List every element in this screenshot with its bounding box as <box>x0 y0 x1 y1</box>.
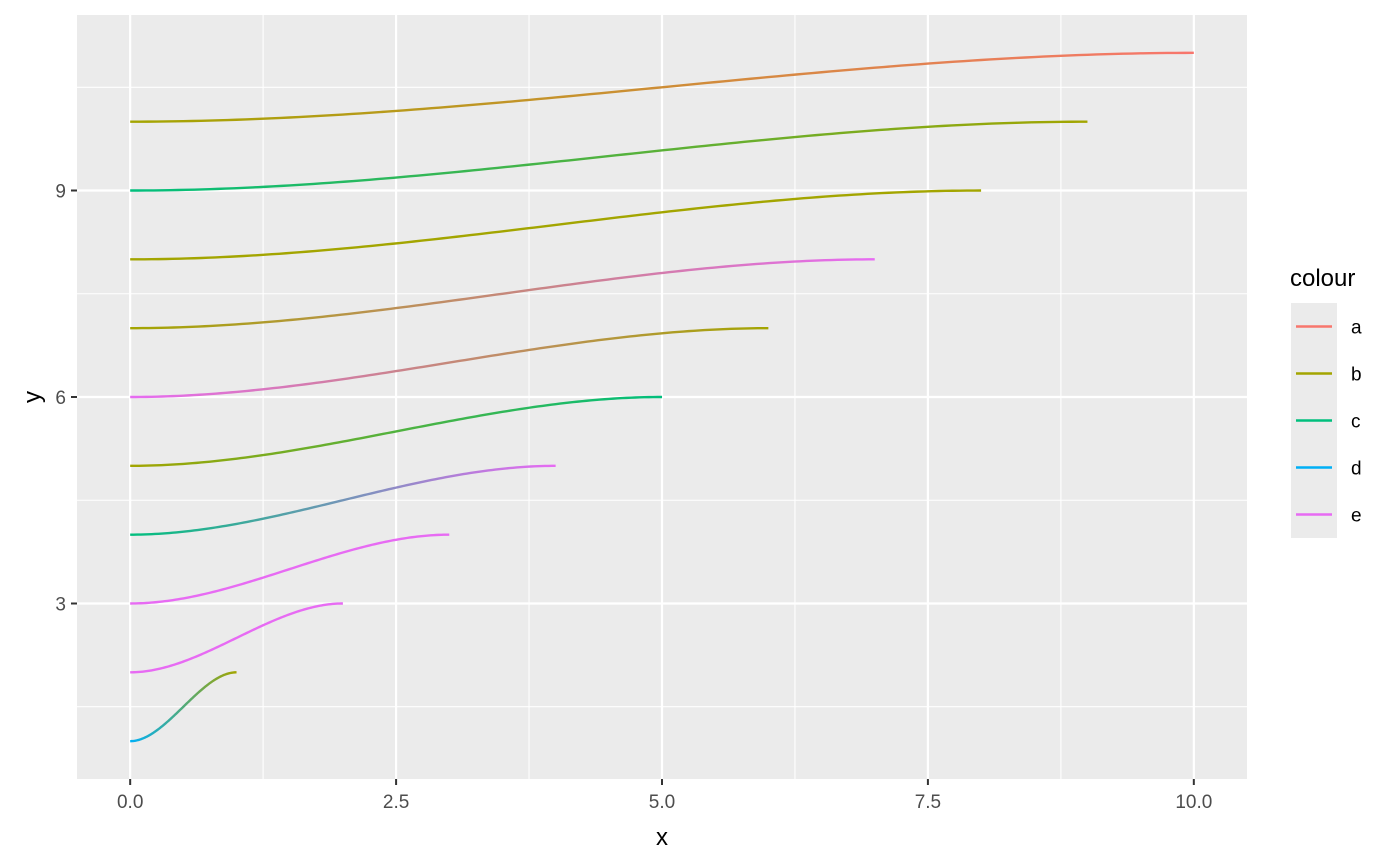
series-line <box>130 533 450 605</box>
legend-label-a: a <box>1351 318 1362 339</box>
series-line <box>130 671 237 743</box>
y-tick-label: 6 <box>55 388 66 409</box>
y-axis-title: y <box>19 391 46 403</box>
x-tick-label: 5.0 <box>649 792 675 813</box>
x-tick-label: 2.5 <box>383 792 409 813</box>
legend-label-c: c <box>1351 412 1361 433</box>
series-line <box>130 464 556 536</box>
series-line <box>130 189 982 261</box>
series-line <box>130 602 343 674</box>
legend-label-b: b <box>1351 365 1362 386</box>
x-tick-label: 10.0 <box>1175 792 1212 813</box>
series-line <box>130 120 1088 192</box>
y-tick-label: 3 <box>55 594 66 615</box>
y-tick-label: 9 <box>55 182 66 203</box>
legend-label-d: d <box>1351 459 1362 480</box>
legend: colour a b c d e <box>1290 265 1362 538</box>
series-line <box>130 395 663 468</box>
series-line <box>130 51 1194 123</box>
axis-ticks <box>71 189 1195 785</box>
x-axis-title: x <box>656 824 668 851</box>
x-tick-label: 7.5 <box>915 792 941 813</box>
legend-title: colour <box>1290 265 1355 292</box>
series-lines <box>130 51 1194 743</box>
y-tick-labels: 3 6 9 <box>55 182 66 616</box>
legend-label-e: e <box>1351 506 1362 527</box>
x-tick-labels: 0.0 2.5 5.0 7.5 10.0 <box>117 792 1212 813</box>
series-line <box>130 258 875 330</box>
x-tick-label: 0.0 <box>117 792 143 813</box>
series-line <box>130 326 769 399</box>
